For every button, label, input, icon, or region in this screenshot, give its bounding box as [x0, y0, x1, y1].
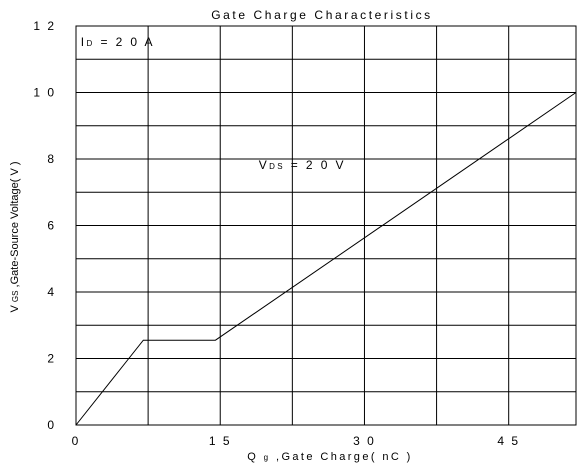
x-axis-label-rest: ,Gate Charge( nC ) — [276, 451, 413, 463]
y-tick-label: 2 — [47, 352, 56, 366]
vds-label-main: V — [259, 158, 269, 172]
y-axis-label-sub: GS — [11, 291, 20, 303]
y-tick-label: 1 2 — [33, 19, 56, 33]
x-tick-label: 1 5 — [209, 434, 232, 448]
y-axis-label-rest: ,Gate-Source Voltage( V ) — [9, 162, 21, 288]
id-label-main: I — [81, 35, 87, 49]
series-group — [75, 92, 577, 426]
annotations: ID = 2 0 A VDS = 2 0 V — [81, 35, 346, 172]
y-tick-label: 8 — [47, 152, 56, 166]
vds-label: VDS = 2 0 V — [259, 158, 346, 172]
y-tick-label: 6 — [47, 219, 56, 233]
y-tick-labels: 0 2 4 6 8 1 0 1 2 — [33, 19, 56, 432]
x-axis-label-sub: g — [264, 453, 271, 462]
series-line — [75, 92, 577, 426]
y-axis-label-main: V — [9, 304, 21, 312]
x-tick-label: 3 0 — [353, 434, 376, 448]
y-tick-label: 0 — [47, 418, 56, 432]
vds-label-rest: = 2 0 V — [285, 158, 346, 172]
y-axis-label: V GS ,Gate-Source Voltage( V ) — [9, 162, 21, 313]
x-tick-labels: 0 1 5 3 0 4 5 — [72, 434, 520, 448]
chart-title: Gate Charge Characteristics — [211, 8, 433, 22]
id-label-rest: = 2 0 A — [95, 35, 155, 49]
id-label: ID = 2 0 A — [81, 35, 155, 49]
x-tick-label: 0 — [72, 434, 81, 448]
y-tick-label: 4 — [47, 285, 56, 299]
y-tick-label: 1 0 — [33, 86, 56, 100]
x-axis-label: Q g ,Gate Charge( nC ) — [247, 451, 413, 463]
plot-frame — [75, 25, 577, 426]
id-label-sub: D — [87, 39, 95, 48]
vds-label-sub: DS — [269, 162, 285, 171]
grid — [76, 26, 576, 425]
x-axis-label-main: Q — [247, 451, 258, 463]
x-tick-label: 4 5 — [497, 434, 520, 448]
